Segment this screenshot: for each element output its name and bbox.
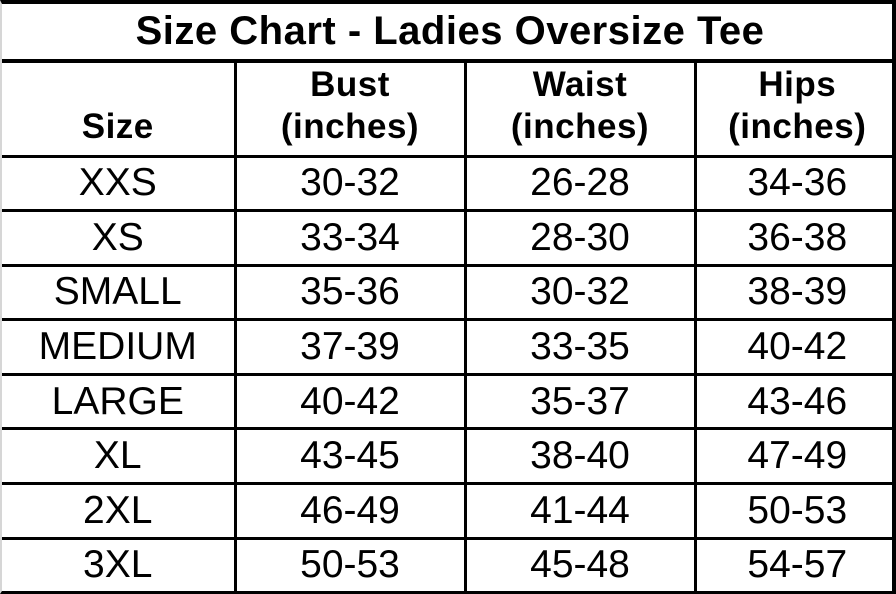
waist-cell: 26-28: [463, 154, 697, 213]
table-row: MEDIUM 37-39 33-35 40-42: [2, 318, 896, 376]
hips-cell: 43-46: [693, 372, 896, 431]
column-header-waist: Waist (inches): [463, 59, 697, 158]
table-row: XXS 30-32 26-28 34-36: [2, 154, 896, 213]
hips-cell: 38-39: [693, 263, 896, 322]
size-chart-table: Size Chart - Ladies Oversize Tee Size Bu…: [2, 4, 896, 591]
column-header-label: Size: [81, 106, 154, 146]
column-header-unit: (inches): [728, 106, 867, 146]
hips-cell: 40-42: [693, 318, 896, 376]
waist-cell: 38-40: [463, 427, 697, 485]
size-cell: LARGE: [2, 372, 237, 431]
bust-cell: 35-36: [233, 263, 467, 322]
bust-cell: 50-53: [233, 536, 467, 591]
column-header-unit: (inches): [510, 106, 650, 146]
table-row: SMALL 35-36 30-32 38-39: [2, 263, 896, 322]
column-header-bust: Bust (inches): [233, 59, 467, 158]
size-cell: XXS: [2, 154, 237, 213]
size-cell: 3XL: [2, 536, 237, 591]
hips-cell: 54-57: [693, 536, 896, 591]
column-header-label: Hips: [758, 64, 837, 104]
waist-cell: 41-44: [463, 481, 697, 540]
size-cell: XS: [2, 209, 237, 267]
hips-cell: 47-49: [693, 427, 896, 485]
size-cell: XL: [2, 427, 237, 485]
hips-cell: 34-36: [693, 154, 896, 213]
title-row: Size Chart - Ladies Oversize Tee: [2, 4, 896, 63]
table-row: LARGE 40-42 35-37 43-46: [2, 372, 896, 431]
column-header-label: Waist: [532, 64, 628, 104]
table-row: 2XL 46-49 41-44 50-53: [2, 481, 896, 540]
bust-cell: 46-49: [233, 481, 467, 540]
bust-cell: 37-39: [233, 318, 467, 376]
column-header-label: Bust: [310, 64, 390, 104]
waist-cell: 45-48: [463, 536, 697, 591]
bust-cell: 40-42: [233, 372, 467, 431]
column-header-size: Size: [2, 59, 237, 158]
bust-cell: 33-34: [233, 209, 467, 267]
waist-cell: 33-35: [463, 318, 697, 376]
table-row: 3XL 50-53 45-48 54-57: [2, 536, 896, 591]
size-cell: SMALL: [2, 263, 237, 322]
waist-cell: 28-30: [463, 209, 697, 267]
hips-cell: 50-53: [693, 481, 896, 540]
column-header-hips: Hips (inches): [693, 59, 896, 158]
waist-cell: 30-32: [463, 263, 697, 322]
bust-cell: 30-32: [233, 154, 467, 213]
bust-cell: 43-45: [233, 427, 467, 485]
table-row: XS 33-34 28-30 36-38: [2, 209, 896, 267]
column-header-unit: (inches): [280, 106, 420, 146]
size-cell: 2XL: [2, 481, 237, 540]
table-row: XL 43-45 38-40 47-49: [2, 427, 896, 485]
table-title: Size Chart - Ladies Oversize Tee: [2, 4, 896, 63]
waist-cell: 35-37: [463, 372, 697, 431]
header-row: Size Bust (inches) Waist (inches) Hips (…: [2, 59, 896, 158]
hips-cell: 36-38: [693, 209, 896, 267]
size-cell: MEDIUM: [2, 318, 237, 376]
